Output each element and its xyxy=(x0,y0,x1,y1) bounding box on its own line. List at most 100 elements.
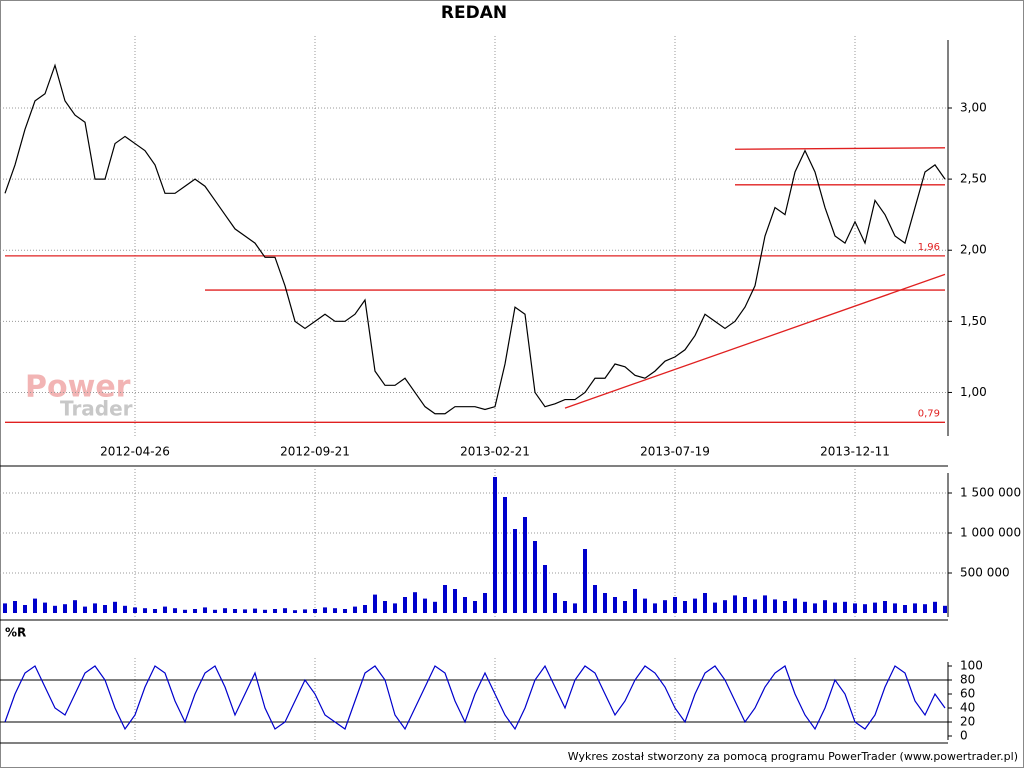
volume-bar xyxy=(453,589,457,613)
volume-bar xyxy=(573,603,577,613)
volume-bar xyxy=(563,601,567,613)
volume-bar xyxy=(193,609,197,613)
volume-bar xyxy=(293,610,297,613)
volume-bar xyxy=(413,592,417,613)
x-tick-label: 2013-02-21 xyxy=(460,445,530,459)
volume-bar xyxy=(823,600,827,613)
volume-bar xyxy=(493,477,497,613)
y-tick-label: 2,00 xyxy=(960,243,987,257)
y-tick-label: 80 xyxy=(960,673,975,687)
y-tick-label: 40 xyxy=(960,701,975,715)
volume-bar xyxy=(83,606,87,613)
series-line xyxy=(4,664,946,731)
volume-bar xyxy=(613,597,617,613)
volume-bar xyxy=(603,593,607,613)
volume-bar xyxy=(443,585,447,613)
y-tick-label: 3,00 xyxy=(960,101,987,115)
volume-bar xyxy=(913,603,917,613)
volume-bar xyxy=(853,603,857,613)
volume-bar xyxy=(263,609,267,613)
volume-bar xyxy=(753,599,757,613)
volume-bar xyxy=(653,603,657,613)
volume-bar xyxy=(833,602,837,613)
y-tick-label: 60 xyxy=(960,687,975,701)
reference-label: 0,79 xyxy=(918,408,940,419)
volume-bar xyxy=(593,585,597,613)
volume-bar xyxy=(353,606,357,613)
volume-bar xyxy=(813,603,817,613)
volume-bar xyxy=(903,605,907,613)
volume-bar xyxy=(623,601,627,613)
volume-bar xyxy=(533,541,537,613)
volume-bar xyxy=(873,602,877,613)
volume-bar xyxy=(383,601,387,613)
reference-line xyxy=(564,273,946,409)
volume-bar xyxy=(183,609,187,613)
volume-bar xyxy=(93,603,97,613)
volume-bar xyxy=(53,605,57,613)
volume-bar xyxy=(213,609,217,613)
volume-bar xyxy=(393,603,397,613)
reference-line xyxy=(734,147,946,150)
volume-bar xyxy=(373,594,377,613)
volume-bar xyxy=(13,601,17,613)
chart-title: REDAN xyxy=(441,3,507,23)
volume-bar xyxy=(483,593,487,613)
volume-bar xyxy=(723,600,727,613)
volume-bar xyxy=(943,605,947,613)
volume-bar xyxy=(203,607,207,613)
volume-bar xyxy=(663,600,667,613)
volume-bar xyxy=(523,517,527,613)
volume-bar xyxy=(863,604,867,613)
volume-bar xyxy=(243,609,247,613)
watermark: Power xyxy=(25,370,131,405)
watermark: Trader xyxy=(60,397,133,421)
y-tick-label: 0 xyxy=(960,729,968,743)
volume-bar xyxy=(113,601,117,613)
volume-bar xyxy=(63,604,67,613)
volume-bar xyxy=(543,565,547,613)
volume-bar xyxy=(153,609,157,613)
volume-bar xyxy=(773,599,777,613)
series-line xyxy=(4,63,946,415)
panel-title: %R xyxy=(5,626,26,640)
volume-bar xyxy=(763,595,767,613)
volume-bar xyxy=(473,601,477,613)
volume-bar xyxy=(363,605,367,613)
volume-bar xyxy=(283,608,287,613)
volume-bar xyxy=(553,593,557,613)
volume-bar xyxy=(733,595,737,613)
y-tick-label: 2,50 xyxy=(960,172,987,186)
volume-bar xyxy=(163,606,167,613)
volume-bar xyxy=(513,529,517,613)
volume-bar xyxy=(123,605,127,613)
volume-bar xyxy=(713,602,717,613)
volume-bar xyxy=(643,598,647,613)
y-tick-label: 20 xyxy=(960,715,975,729)
x-tick-label: 2012-04-26 xyxy=(100,445,170,459)
footer: Wykres został stworzony za pomocą progra… xyxy=(568,750,1018,763)
volume-bar xyxy=(343,609,347,613)
volume-bar xyxy=(693,598,697,613)
y-tick-label: 1,00 xyxy=(960,385,987,399)
volume-bar xyxy=(33,598,37,613)
volume-bar xyxy=(133,607,137,613)
volume-bar xyxy=(703,593,707,613)
volume-bar xyxy=(893,603,897,613)
y-tick-label: 1 000 000 xyxy=(960,526,1021,540)
volume-bar xyxy=(143,608,147,613)
volume-bar xyxy=(43,602,47,613)
volume-bar xyxy=(3,603,7,613)
volume-bar xyxy=(313,609,317,613)
volume-bar xyxy=(883,601,887,613)
volume-bar xyxy=(253,608,257,613)
volume-bar xyxy=(323,607,327,613)
volume-bar xyxy=(933,601,937,613)
volume-bar xyxy=(463,597,467,613)
x-tick-label: 2012-09-21 xyxy=(280,445,350,459)
x-tick-label: 2013-07-19 xyxy=(640,445,710,459)
reference-label: 1,96 xyxy=(918,242,940,253)
volume-bar xyxy=(303,609,307,613)
volume-bar xyxy=(783,601,787,613)
